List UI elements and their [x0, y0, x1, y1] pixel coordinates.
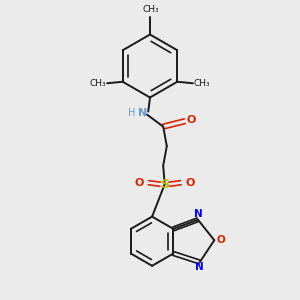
Text: CH₃: CH₃ [90, 79, 106, 88]
Text: CH₃: CH₃ [142, 4, 159, 14]
Text: CH₃: CH₃ [194, 79, 210, 88]
Text: N: N [195, 262, 204, 272]
Text: O: O [185, 178, 195, 188]
Text: N: N [138, 108, 147, 118]
Text: H: H [128, 108, 136, 118]
Text: S: S [160, 178, 169, 191]
Text: N: N [194, 209, 202, 219]
Text: O: O [135, 178, 144, 188]
Text: O: O [187, 115, 196, 125]
Text: O: O [217, 235, 225, 245]
